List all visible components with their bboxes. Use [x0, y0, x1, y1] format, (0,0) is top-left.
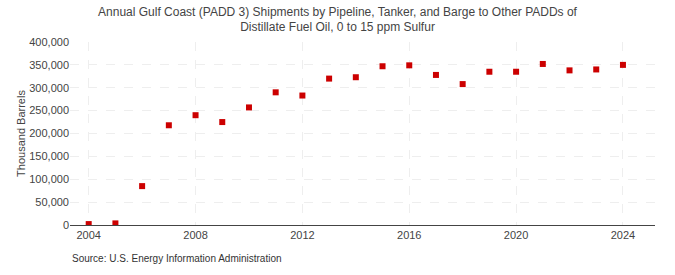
svg-text:Source: U.S. Energy Informatio: Source: U.S. Energy Information Administ…	[72, 253, 282, 264]
svg-text:2024: 2024	[611, 229, 635, 241]
svg-text:Annual Gulf Coast (PADD 3) Shi: Annual Gulf Coast (PADD 3) Shipments by …	[98, 5, 578, 35]
svg-text:250,000: 250,000	[29, 104, 69, 116]
svg-text:2008: 2008	[183, 229, 207, 241]
svg-text:0: 0	[63, 219, 69, 231]
svg-text:2012: 2012	[290, 229, 314, 241]
svg-text:200,000: 200,000	[29, 127, 69, 139]
svg-text:2004: 2004	[76, 229, 100, 241]
svg-text:Thousand Barrels: Thousand Barrels	[15, 90, 27, 177]
svg-text:50,000: 50,000	[35, 196, 69, 208]
svg-text:350,000: 350,000	[29, 59, 69, 71]
svg-text:2016: 2016	[397, 229, 421, 241]
svg-text:100,000: 100,000	[29, 173, 69, 185]
svg-text:2020: 2020	[504, 229, 528, 241]
svg-text:400,000: 400,000	[29, 36, 69, 48]
svg-text:300,000: 300,000	[29, 82, 69, 94]
svg-text:150,000: 150,000	[29, 150, 69, 162]
